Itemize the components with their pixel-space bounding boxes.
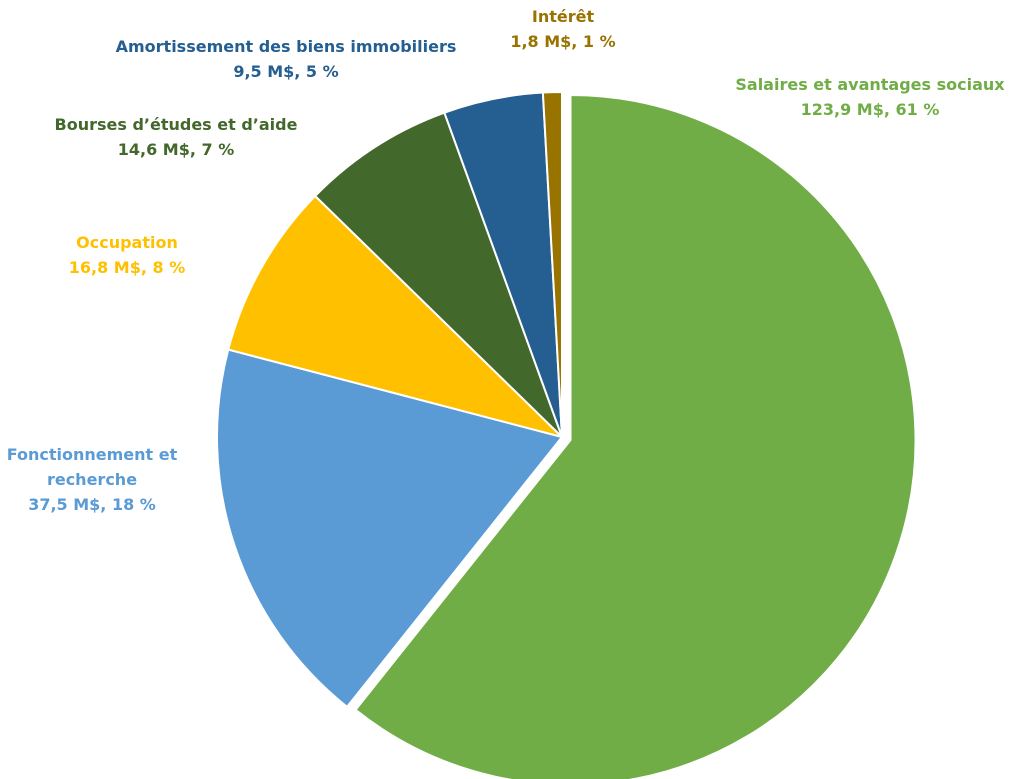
category-label: Salaires et avantages sociaux (735, 75, 1005, 94)
pie-slice (313, 111, 563, 438)
slice-label: Occupation 16,8 M$, 8 % (37, 230, 217, 280)
pie-slice (227, 194, 566, 439)
slice-label: Amortissement des biens immobiliers 9,5 M… (86, 34, 486, 84)
slice-label: Intérêt 1,8 M$, 1 % (493, 4, 633, 54)
pie-slice (354, 93, 917, 779)
slice-label: Bourses d’études et d’aide 14,6 M$, 7 % (31, 112, 321, 162)
value-label: 16,8 M$, 8 % (68, 258, 186, 277)
slice-label: Fonctionnement et recherche 37,5 M$, 18 % (2, 442, 182, 517)
category-label: Occupation (76, 233, 178, 252)
value-label: 123,9 M$, 61 % (800, 100, 940, 119)
value-label: 1,8 M$, 1 % (510, 32, 616, 51)
slice-label: Salaires et avantages sociaux 123,9 M$, 6… (710, 72, 1016, 122)
category-label: Intérêt (531, 7, 595, 26)
pie-slice (541, 90, 563, 438)
pie-slice (216, 348, 564, 709)
value-label: 37,5 M$, 18 % (28, 495, 156, 514)
value-label: 14,6 M$, 7 % (117, 140, 235, 159)
category-label: Bourses d’études et d’aide (54, 115, 298, 134)
category-label: Amortissement des biens immobiliers (115, 37, 457, 56)
value-label: 9,5 M$, 5 % (233, 62, 339, 81)
category-label: Fonctionnement et recherche (6, 445, 178, 489)
